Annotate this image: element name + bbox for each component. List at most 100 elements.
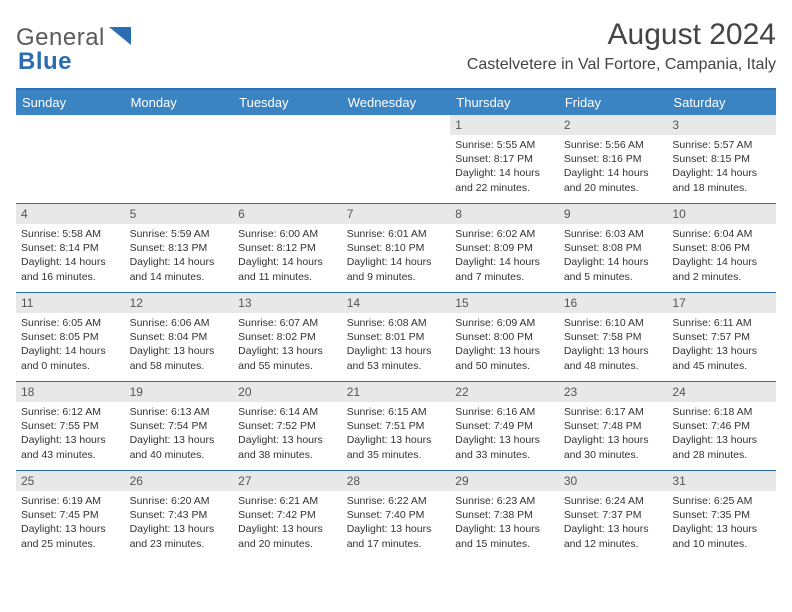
daylight-text: Daylight: 14 hours and 11 minutes. <box>238 255 337 283</box>
day-number: 11 <box>16 293 125 313</box>
sunrise-text: Sunrise: 6:23 AM <box>455 494 554 508</box>
cell-body: Sunrise: 5:58 AMSunset: 8:14 PMDaylight:… <box>16 224 125 288</box>
sunset-text: Sunset: 7:58 PM <box>564 330 663 344</box>
sunrise-text: Sunrise: 6:08 AM <box>347 316 446 330</box>
day-number: 19 <box>125 382 234 402</box>
daylight-text: Daylight: 13 hours and 50 minutes. <box>455 344 554 372</box>
sunrise-text: Sunrise: 6:25 AM <box>672 494 771 508</box>
calendar-cell: 7Sunrise: 6:01 AMSunset: 8:10 PMDaylight… <box>342 204 451 292</box>
cell-body: Sunrise: 6:17 AMSunset: 7:48 PMDaylight:… <box>559 402 668 466</box>
sunrise-text: Sunrise: 6:02 AM <box>455 227 554 241</box>
day-number: 8 <box>450 204 559 224</box>
day-number: 25 <box>16 471 125 491</box>
sunrise-text: Sunrise: 5:59 AM <box>130 227 229 241</box>
cell-body: Sunrise: 6:19 AMSunset: 7:45 PMDaylight:… <box>16 491 125 555</box>
daylight-text: Daylight: 13 hours and 10 minutes. <box>672 522 771 550</box>
calendar-cell: 15Sunrise: 6:09 AMSunset: 8:00 PMDayligh… <box>450 293 559 381</box>
day-header: Monday <box>125 90 234 115</box>
calendar-cell: 25Sunrise: 6:19 AMSunset: 7:45 PMDayligh… <box>16 471 125 559</box>
sunset-text: Sunset: 8:01 PM <box>347 330 446 344</box>
day-number: 4 <box>16 204 125 224</box>
sunrise-text: Sunrise: 6:11 AM <box>672 316 771 330</box>
calendar-cell: 18Sunrise: 6:12 AMSunset: 7:55 PMDayligh… <box>16 382 125 470</box>
sunset-text: Sunset: 7:55 PM <box>21 419 120 433</box>
sunset-text: Sunset: 7:52 PM <box>238 419 337 433</box>
sunset-text: Sunset: 7:51 PM <box>347 419 446 433</box>
calendar-cell: 20Sunrise: 6:14 AMSunset: 7:52 PMDayligh… <box>233 382 342 470</box>
sunset-text: Sunset: 7:37 PM <box>564 508 663 522</box>
title-block: August 2024 Castelvetere in Val Fortore,… <box>467 18 776 74</box>
cell-body: Sunrise: 6:00 AMSunset: 8:12 PMDaylight:… <box>233 224 342 288</box>
calendar-cell: 30Sunrise: 6:24 AMSunset: 7:37 PMDayligh… <box>559 471 668 559</box>
calendar-cell: 11Sunrise: 6:05 AMSunset: 8:05 PMDayligh… <box>16 293 125 381</box>
day-number: 18 <box>16 382 125 402</box>
sunrise-text: Sunrise: 6:14 AM <box>238 405 337 419</box>
day-number: 27 <box>233 471 342 491</box>
sunrise-text: Sunrise: 5:57 AM <box>672 138 771 152</box>
sunrise-text: Sunrise: 6:22 AM <box>347 494 446 508</box>
sunrise-text: Sunrise: 6:05 AM <box>21 316 120 330</box>
day-number: 17 <box>667 293 776 313</box>
calendar-grid: SundayMondayTuesdayWednesdayThursdayFrid… <box>16 88 776 559</box>
cell-body: Sunrise: 6:01 AMSunset: 8:10 PMDaylight:… <box>342 224 451 288</box>
sunset-text: Sunset: 7:40 PM <box>347 508 446 522</box>
sunset-text: Sunset: 8:04 PM <box>130 330 229 344</box>
cell-body: Sunrise: 6:24 AMSunset: 7:37 PMDaylight:… <box>559 491 668 555</box>
daylight-text: Daylight: 13 hours and 58 minutes. <box>130 344 229 372</box>
calendar-cell <box>342 115 451 203</box>
sunset-text: Sunset: 8:09 PM <box>455 241 554 255</box>
sunset-text: Sunset: 8:10 PM <box>347 241 446 255</box>
day-header: Sunday <box>16 90 125 115</box>
daylight-text: Daylight: 14 hours and 14 minutes. <box>130 255 229 283</box>
day-number: 5 <box>125 204 234 224</box>
cell-body: Sunrise: 6:14 AMSunset: 7:52 PMDaylight:… <box>233 402 342 466</box>
day-number: 30 <box>559 471 668 491</box>
sunrise-text: Sunrise: 6:21 AM <box>238 494 337 508</box>
calendar-cell: 23Sunrise: 6:17 AMSunset: 7:48 PMDayligh… <box>559 382 668 470</box>
day-number: 28 <box>342 471 451 491</box>
day-number: 13 <box>233 293 342 313</box>
calendar-cell <box>125 115 234 203</box>
day-number: 7 <box>342 204 451 224</box>
day-number: 3 <box>667 115 776 135</box>
day-number: 9 <box>559 204 668 224</box>
sunset-text: Sunset: 7:48 PM <box>564 419 663 433</box>
day-number: 16 <box>559 293 668 313</box>
sunrise-text: Sunrise: 6:04 AM <box>672 227 771 241</box>
sunset-text: Sunset: 7:43 PM <box>130 508 229 522</box>
calendar-cell: 27Sunrise: 6:21 AMSunset: 7:42 PMDayligh… <box>233 471 342 559</box>
cell-body: Sunrise: 6:21 AMSunset: 7:42 PMDaylight:… <box>233 491 342 555</box>
calendar-cell: 8 Sunrise: 6:02 AMSunset: 8:09 PMDaylight… <box>450 204 559 292</box>
daylight-text: Daylight: 14 hours and 18 minutes. <box>672 166 771 194</box>
day-number: 21 <box>342 382 451 402</box>
sunset-text: Sunset: 8:12 PM <box>238 241 337 255</box>
cell-body: Sunrise: 5:59 AMSunset: 8:13 PMDaylight:… <box>125 224 234 288</box>
week-row: 4Sunrise: 5:58 AMSunset: 8:14 PMDaylight… <box>16 204 776 293</box>
day-number: 23 <box>559 382 668 402</box>
cell-body: Sunrise: 6:07 AMSunset: 8:02 PMDaylight:… <box>233 313 342 377</box>
day-number <box>125 115 234 135</box>
day-number: 12 <box>125 293 234 313</box>
sunrise-text: Sunrise: 6:12 AM <box>21 405 120 419</box>
sunrise-text: Sunrise: 6:16 AM <box>455 405 554 419</box>
day-number <box>342 115 451 135</box>
calendar-cell: 5Sunrise: 5:59 AMSunset: 8:13 PMDaylight… <box>125 204 234 292</box>
day-number: 15 <box>450 293 559 313</box>
sunset-text: Sunset: 8:08 PM <box>564 241 663 255</box>
day-header: Wednesday <box>342 90 451 115</box>
sunset-text: Sunset: 8:00 PM <box>455 330 554 344</box>
sunset-text: Sunset: 8:02 PM <box>238 330 337 344</box>
day-header: Friday <box>559 90 668 115</box>
cell-body: Sunrise: 6:25 AMSunset: 7:35 PMDaylight:… <box>667 491 776 555</box>
calendar-cell: 17Sunrise: 6:11 AMSunset: 7:57 PMDayligh… <box>667 293 776 381</box>
sunset-text: Sunset: 7:49 PM <box>455 419 554 433</box>
sunrise-text: Sunrise: 6:19 AM <box>21 494 120 508</box>
daylight-text: Daylight: 14 hours and 7 minutes. <box>455 255 554 283</box>
daylight-text: Daylight: 13 hours and 55 minutes. <box>238 344 337 372</box>
sunset-text: Sunset: 8:14 PM <box>21 241 120 255</box>
daylight-text: Daylight: 13 hours and 53 minutes. <box>347 344 446 372</box>
sunrise-text: Sunrise: 6:17 AM <box>564 405 663 419</box>
sunrise-text: Sunrise: 6:15 AM <box>347 405 446 419</box>
sunset-text: Sunset: 8:13 PM <box>130 241 229 255</box>
week-row: 25Sunrise: 6:19 AMSunset: 7:45 PMDayligh… <box>16 471 776 559</box>
